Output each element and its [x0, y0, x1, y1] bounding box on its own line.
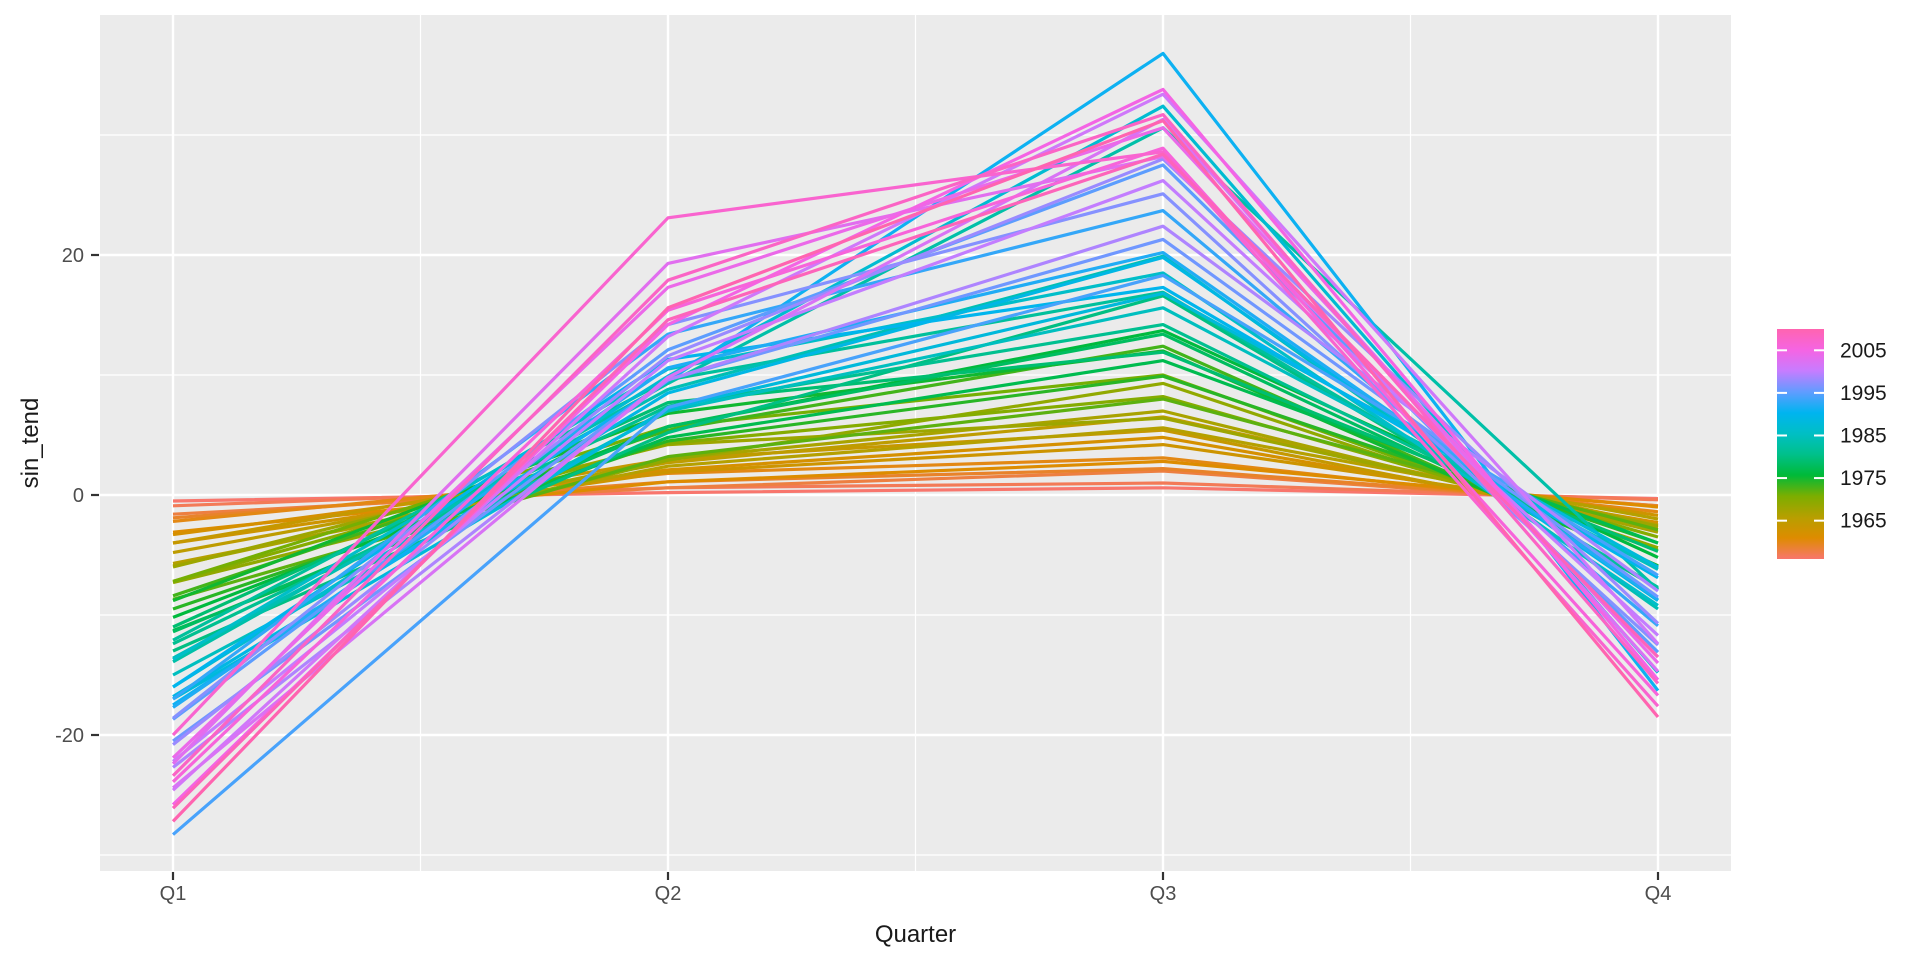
y-tick-label-0: 0: [73, 485, 84, 507]
x-tick-label-Q1: Q1: [160, 883, 187, 905]
x-tick-label-Q4: Q4: [1645, 883, 1672, 905]
x-tick-label-Q3: Q3: [1150, 883, 1177, 905]
legend-label-2005: 2005: [1840, 339, 1887, 362]
series-line-1998: [172, 157, 1660, 746]
series-line-2006: [171, 146, 1660, 783]
legend-colorbar: [1777, 329, 1824, 559]
legend-label-1965: 1965: [1840, 510, 1887, 533]
legend-label-1985: 1985: [1840, 424, 1887, 447]
y-tick-label--20: -20: [55, 725, 84, 747]
legend-label-1995: 1995: [1840, 382, 1887, 405]
series-line-1964: [172, 428, 1659, 545]
x-tick-label-Q2: Q2: [655, 883, 682, 905]
series-line-2008: [171, 112, 1660, 777]
x-axis-title: Quarter: [875, 921, 956, 948]
series-line-2010: [171, 118, 1660, 823]
series-line-1994: [171, 273, 1659, 836]
y-axis-title: sin_tend: [17, 398, 44, 489]
series-line-1975: [172, 349, 1659, 603]
series-line-1991: [172, 51, 1660, 707]
y-tick-label-20: 20: [62, 245, 84, 267]
legend-label-1975: 1975: [1840, 467, 1887, 490]
series-line-2007: [171, 150, 1660, 737]
series-line-1971: [172, 373, 1659, 583]
